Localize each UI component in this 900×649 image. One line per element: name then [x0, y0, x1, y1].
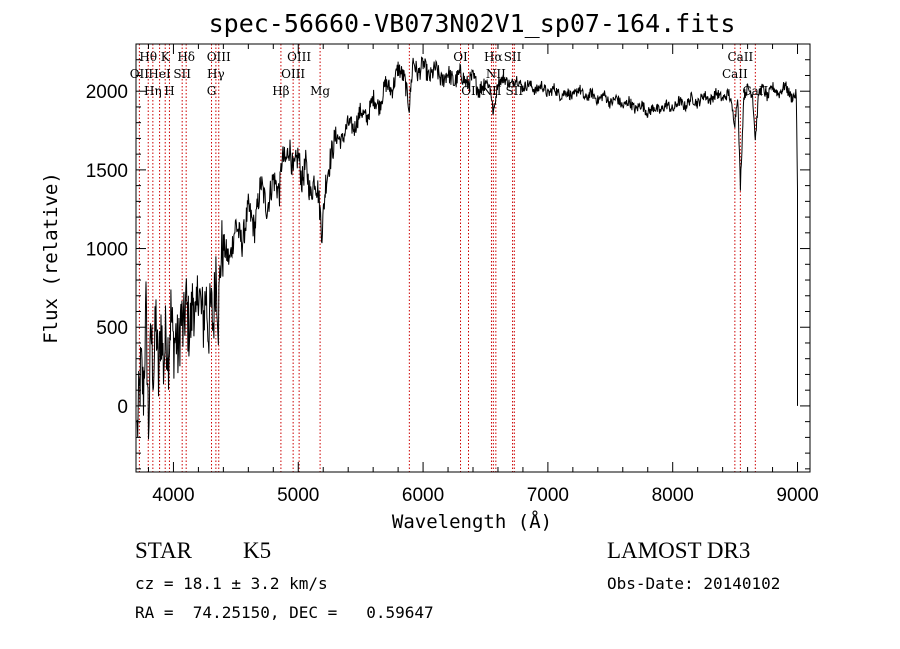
line-label-23: CaII	[727, 50, 753, 64]
chart-title: spec-56660-VB073N02V1_sp07-164.fits	[209, 9, 736, 38]
line-label-11: OIII	[287, 50, 311, 64]
x-tick-label-3: 7000	[527, 485, 569, 506]
x-axis-label: Wavelength (Å)	[392, 510, 552, 533]
line-label-4: HeI	[148, 67, 171, 81]
x-tick-label-1: 5000	[277, 485, 319, 506]
tick-layer: 4000 5000 6000 7000 8000 9000 0 500 1000 1500 2000	[86, 44, 819, 506]
line-label-16: OI	[453, 50, 468, 64]
y-axis-label: Flux (relative)	[40, 172, 62, 344]
line-label-1: OII	[130, 67, 150, 81]
series-layer	[136, 56, 798, 440]
line-label-10: G	[207, 84, 217, 98]
line-label-7: Hδ	[177, 50, 195, 64]
x-tick-label-5: 9000	[776, 485, 818, 506]
line-label-12: OIII	[281, 67, 305, 81]
y-tick-label-2: 1000	[86, 240, 128, 261]
line-label-14: Mg	[310, 84, 330, 98]
plot-frame	[135, 43, 811, 473]
line-label-6: SII	[173, 67, 191, 81]
line-label-3: K	[161, 50, 171, 64]
line-label-13: Hβ	[272, 84, 289, 98]
line-label-18: Hα	[484, 50, 503, 64]
line-label-5: H	[164, 84, 174, 98]
line-label-2: Hη	[144, 84, 162, 98]
coordinates-text: RA = 74.25150, DEC = 0.59647	[135, 603, 434, 622]
survey-name: LAMOST DR3	[607, 538, 751, 563]
y-tick-label-4: 2000	[86, 82, 128, 103]
y-tick-label-3: 1500	[86, 161, 128, 182]
line-label-21: SII	[504, 50, 522, 64]
spectrum-line	[136, 56, 798, 440]
line-label-19: NII	[486, 67, 506, 81]
y-tick-label-0: 0	[117, 397, 128, 418]
line-label-0: Hθ	[139, 50, 157, 64]
obs-date: Obs-Date: 20140102	[607, 574, 781, 593]
x-tick-label-2: 6000	[402, 485, 444, 506]
line-label-8: OIII	[207, 50, 231, 64]
line-label-24: CaII	[722, 67, 748, 81]
line-label-layer: Hθ OII Hη K HeI H SII Hδ OIII Hγ G OIII OIII Hβ Mg OI OI…	[130, 50, 769, 98]
y-tick-label-1: 500	[96, 318, 128, 339]
line-label-9: Hγ	[207, 67, 225, 81]
line-label-17: OI	[461, 84, 476, 98]
x-tick-label-4: 8000	[652, 485, 694, 506]
line-marker-layer	[138, 44, 756, 472]
object-class: STAR	[135, 538, 192, 563]
x-tick-label-0: 4000	[152, 485, 194, 506]
object-subclass: K5	[243, 538, 272, 563]
redshift-text: cz = 18.1 ± 3.2 km/s	[135, 574, 328, 593]
